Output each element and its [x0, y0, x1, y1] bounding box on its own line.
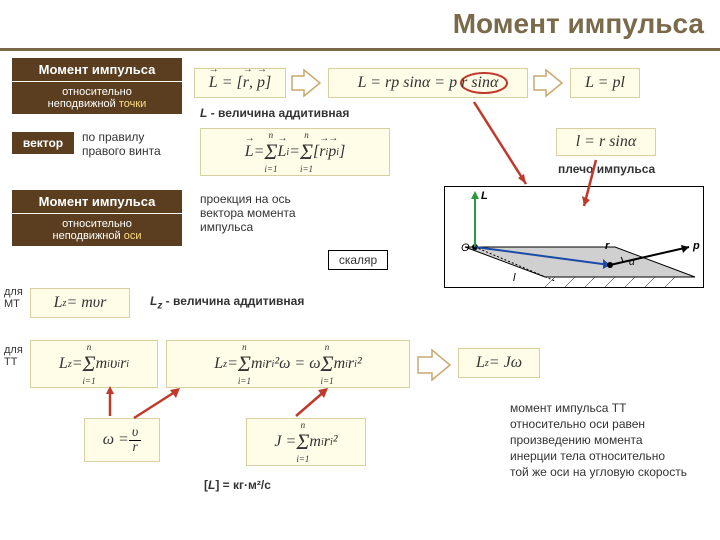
text-final: момент импульса ТТ относительно оси раве…: [510, 400, 687, 480]
b2-accent: оси: [124, 230, 142, 242]
b1-line1: относительно: [62, 86, 132, 98]
diagram: O r p L l α: [444, 186, 704, 288]
red-arrow-3: [96, 384, 126, 420]
formula-lz-mvr: Lz = mυr: [30, 288, 130, 318]
svg-text:p: p: [692, 240, 700, 252]
text-units: [L] = кг·м²/с: [204, 478, 271, 492]
box-axis-sub: относительно неподвижной оси: [12, 214, 182, 246]
label-mt: дляМТ: [4, 286, 23, 310]
svg-text:α: α: [629, 257, 635, 268]
svg-text:r: r: [605, 240, 610, 252]
b2-plain: неподвижной: [53, 230, 124, 242]
formula-omega: ω = υr: [84, 418, 160, 462]
box-point-title: Момент импульса: [12, 58, 182, 81]
box-axis-title: Момент импульса: [12, 190, 182, 213]
formula-cross: L = [r, p]: [194, 68, 286, 98]
text-rule: по правилуправого винта: [82, 130, 161, 158]
red-arrow-1: [470, 98, 550, 194]
text-projection: проекция на ось вектора момента импульса: [200, 192, 296, 234]
arrow-icon: [290, 66, 324, 100]
red-arrow-2: [576, 156, 616, 216]
formula-l-rsina: l = r sinα: [556, 128, 656, 156]
box-point-sub: относительно неподвижной точки: [12, 82, 182, 114]
formula-J: J = nΣi=1 miri²: [246, 418, 366, 466]
b1-accent: точки: [119, 98, 146, 110]
svg-text:O: O: [461, 242, 470, 254]
text-additive-L: L L - величина аддитивная- величина адди…: [200, 106, 349, 120]
b2-line1: относительно: [62, 218, 132, 230]
red-arrow-4: [130, 384, 190, 424]
formula-lz-jw: Lz = Jω: [458, 348, 540, 378]
title-rule: [0, 48, 720, 51]
diagram-svg: O r p L l α: [445, 187, 703, 287]
red-arrow-5: [276, 384, 336, 420]
formula-lz-sum1: Lz = nΣi=1 miυiri: [30, 340, 158, 388]
arrow-icon-2: [532, 66, 566, 100]
formula-lz-sum2: Lz = nΣi=1 miri²ω = ω nΣi=1 miri²: [166, 340, 410, 388]
text-additive-Lz: Lz - величина аддитивная: [150, 294, 304, 311]
label-tt: дляТТ: [4, 344, 23, 368]
svg-text:l: l: [513, 272, 516, 284]
box-vector: вектор: [12, 132, 74, 154]
scalar-box: скаляр: [328, 250, 388, 270]
formula-pl: L = pl: [570, 68, 640, 98]
formula-rpsin: L = rp sinα = p r sinα: [328, 68, 528, 98]
arrow-icon-3: [416, 346, 454, 384]
slide-title: Момент импульса: [453, 8, 704, 40]
formula-sum-L: L = nΣi=1 Li = nΣi=1 [ri pi]: [200, 128, 390, 176]
b1-plain: неподвижной: [48, 98, 119, 110]
